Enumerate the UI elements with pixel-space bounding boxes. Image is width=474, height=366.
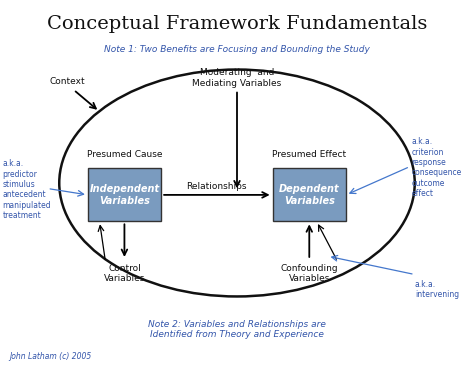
Text: a.k.a.
intervening: a.k.a. intervening <box>415 280 459 299</box>
FancyBboxPatch shape <box>88 168 161 221</box>
Text: Independent
Variables: Independent Variables <box>90 184 159 206</box>
Text: Conceptual Framework Fundamentals: Conceptual Framework Fundamentals <box>47 15 427 33</box>
Text: a.k.a.
predictor
stimulus
antecedent
manipulated
treatment: a.k.a. predictor stimulus antecedent man… <box>2 159 51 220</box>
FancyBboxPatch shape <box>273 168 346 221</box>
Text: a.k.a.
criterion
response
consequence
outcome
effect: a.k.a. criterion response consequence ou… <box>411 137 462 198</box>
Text: Moderating  and
Mediating Variables: Moderating and Mediating Variables <box>192 68 282 88</box>
Text: Presumed Effect: Presumed Effect <box>272 150 346 159</box>
Text: Note 2: Variables and Relationships are
Identified from Theory and Experience: Note 2: Variables and Relationships are … <box>148 320 326 339</box>
Text: Relationships: Relationships <box>187 182 247 191</box>
Text: Confounding
Variables: Confounding Variables <box>281 264 338 283</box>
Text: Note 1: Two Benefits are Focusing and Bounding the Study: Note 1: Two Benefits are Focusing and Bo… <box>104 45 370 54</box>
Text: Context: Context <box>50 77 85 86</box>
Text: Control
Variables: Control Variables <box>104 264 145 283</box>
Text: Dependent
Variables: Dependent Variables <box>279 184 339 206</box>
Text: Presumed Cause: Presumed Cause <box>87 150 162 159</box>
Text: John Latham (c) 2005: John Latham (c) 2005 <box>9 351 92 361</box>
